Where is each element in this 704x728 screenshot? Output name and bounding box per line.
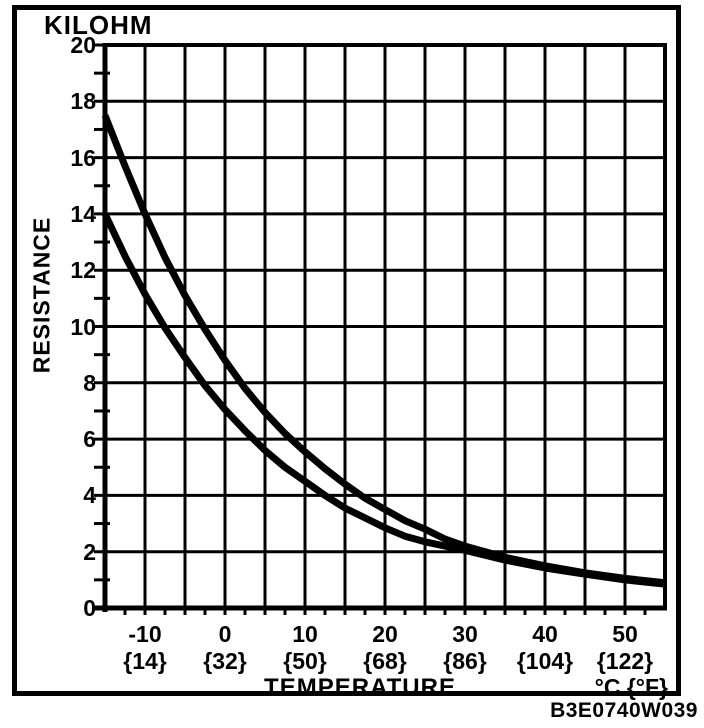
- x-tick-label-fahrenheit: {86}: [443, 648, 487, 674]
- x-tick-label-fahrenheit: {14}: [123, 648, 167, 674]
- x-tick-label-fahrenheit: {32}: [203, 648, 247, 674]
- y-tick-label: 12: [70, 257, 96, 284]
- y-axis-title: RESISTANCE: [28, 216, 55, 374]
- y-tick-label: 10: [70, 313, 96, 340]
- y-tick-label: 18: [70, 88, 96, 115]
- y-tick-label: 4: [83, 482, 96, 509]
- x-axis-unit-label: °C {°F}: [594, 674, 668, 700]
- x-tick-label-celsius: 10: [292, 621, 318, 647]
- y-tick-label: 2: [83, 538, 96, 565]
- y-tick-label: 0: [83, 595, 96, 621]
- y-tick-label: 6: [83, 426, 96, 453]
- x-tick-label-celsius: 40: [532, 621, 558, 647]
- x-tick-label-celsius: 20: [372, 621, 398, 647]
- x-tick-label-fahrenheit: {122}: [596, 648, 654, 674]
- x-tick-label-fahrenheit: {68}: [363, 648, 407, 674]
- y-axis-unit-label: KILOHM: [44, 10, 153, 40]
- x-axis-title: TEMPERATURE: [264, 674, 456, 701]
- x-tick-label-fahrenheit: {50}: [283, 648, 327, 674]
- y-tick-label: 8: [83, 369, 96, 396]
- x-tick-label-celsius: 50: [612, 621, 638, 647]
- y-tick-label: 16: [70, 144, 96, 171]
- x-tick-label-celsius: -10: [128, 621, 162, 647]
- curve-lower: [101, 212, 666, 588]
- y-tick-label: 20: [70, 32, 96, 58]
- figure-code: B3E0740W039: [550, 699, 698, 722]
- y-tick-label: 14: [70, 200, 96, 227]
- x-tick-label-fahrenheit: {104}: [516, 648, 574, 674]
- x-tick-label-celsius: 0: [218, 621, 232, 647]
- x-tick-label-celsius: 30: [452, 621, 478, 647]
- figure-border: [12, 5, 681, 696]
